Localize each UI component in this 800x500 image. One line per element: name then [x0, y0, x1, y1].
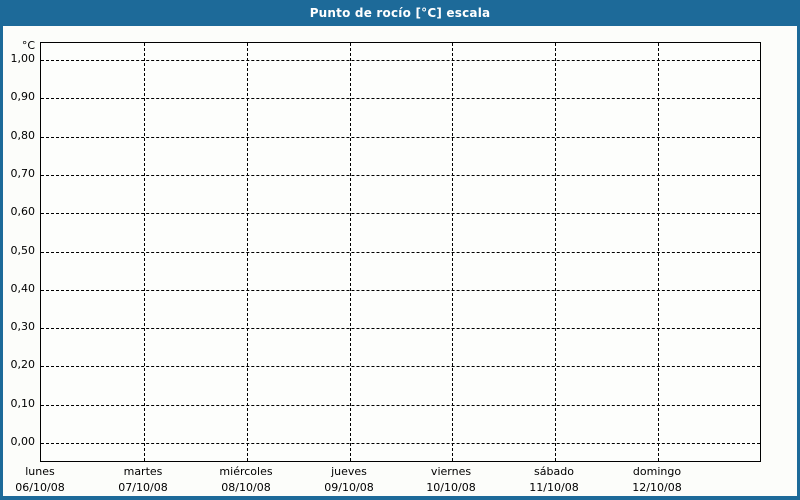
x-axis-day-label: miércoles: [219, 465, 273, 478]
x-axis-day-label: viernes: [430, 465, 472, 478]
y-axis-tick-label: 0,10: [10, 397, 36, 410]
x-axis-date-label: 11/10/08: [529, 481, 579, 494]
y-axis-tick-label: 0,20: [10, 358, 36, 371]
x-axis-date-label: 10/10/08: [426, 481, 476, 494]
x-axis-date-label: 08/10/08: [221, 481, 271, 494]
gridline-vertical: [452, 43, 453, 461]
chart-title: Punto de rocío [°C] escala: [309, 6, 491, 20]
x-axis-day-label: martes: [123, 465, 163, 478]
y-axis-unit-label: °C: [21, 39, 35, 52]
y-axis-tick-label: 0,60: [10, 205, 36, 218]
x-axis-day-label: lunes: [25, 465, 55, 478]
gridline-horizontal: [41, 213, 760, 214]
plot-area: [40, 42, 761, 462]
y-axis-tick-label: 0,00: [10, 435, 36, 448]
gridline-horizontal: [41, 60, 760, 61]
y-axis-tick-label: 0,70: [10, 167, 36, 180]
x-axis-date-label: 09/10/08: [324, 481, 374, 494]
gridline-vertical: [247, 43, 248, 461]
x-axis-day-label: sábado: [534, 465, 574, 478]
gridline-vertical: [144, 43, 145, 461]
gridline-horizontal: [41, 98, 760, 99]
gridline-horizontal: [41, 175, 760, 176]
chart-title-bar: Punto de rocío [°C] escala: [0, 0, 800, 26]
gridline-horizontal: [41, 252, 760, 253]
gridline-horizontal: [41, 405, 760, 406]
x-axis-date-label: 07/10/08: [118, 481, 168, 494]
y-axis-tick-label: 0,80: [10, 129, 36, 142]
gridline-vertical: [555, 43, 556, 461]
gridline-horizontal: [41, 290, 760, 291]
y-axis-tick-label: 0,90: [10, 90, 36, 103]
gridline-horizontal: [41, 443, 760, 444]
y-axis-tick-label: 0,50: [10, 244, 36, 257]
x-axis-date-label: 06/10/08: [15, 481, 65, 494]
x-axis-day-label: domingo: [632, 465, 682, 478]
y-axis-tick-label: 0,30: [10, 320, 36, 333]
gridline-horizontal: [41, 366, 760, 367]
gridline-horizontal: [41, 137, 760, 138]
gridline-vertical: [658, 43, 659, 461]
gridline-horizontal: [41, 328, 760, 329]
y-axis-tick-label: 1,00: [10, 52, 36, 65]
y-axis-tick-label: 0,40: [10, 282, 36, 295]
gridline-vertical: [350, 43, 351, 461]
x-axis-date-label: 12/10/08: [632, 481, 682, 494]
x-axis-day-label: jueves: [331, 465, 367, 478]
